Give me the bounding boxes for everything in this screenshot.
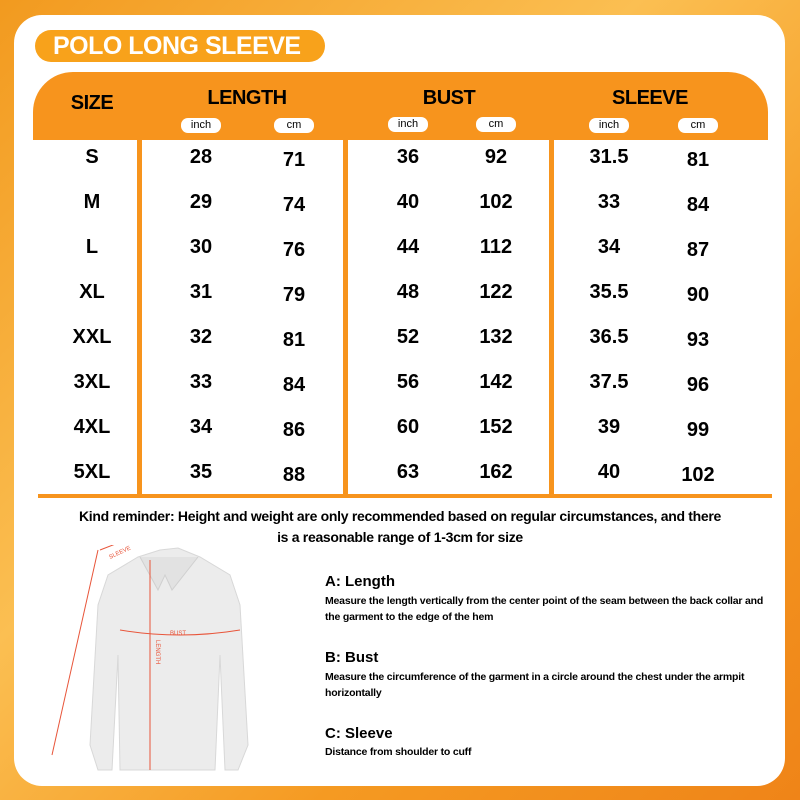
- value-cell-length-in: 30: [189, 236, 213, 258]
- column-divider: [549, 140, 554, 495]
- value-cell-length-cm: 84: [282, 374, 306, 396]
- column-divider: [137, 140, 142, 495]
- unit-cm: cm: [274, 118, 314, 133]
- desc-text-bust: Measure the circumference of the garment…: [325, 671, 745, 699]
- unit-cm: cm: [476, 117, 516, 132]
- value-cell-bust-in: 52: [396, 326, 420, 348]
- header-sleeve: SLEEVE: [612, 87, 688, 109]
- value-cell-sleeve-in: 37.5: [589, 371, 629, 393]
- shirt-diagram: SLEEVE BUST LENGTH: [51, 545, 249, 771]
- size-cell: XXL: [72, 326, 112, 348]
- unit-inch: inch: [388, 117, 428, 132]
- value-cell-bust-in: 48: [396, 281, 420, 303]
- value-cell-sleeve-cm: 102: [681, 464, 715, 486]
- header-length: LENGTH: [207, 87, 287, 109]
- size-cell: 3XL: [73, 371, 111, 393]
- bust-label: BUST: [170, 631, 186, 637]
- desc-title-sleeve: C: Sleeve: [325, 725, 393, 742]
- value-cell-bust-in: 44: [396, 236, 420, 258]
- value-cell-bust-in: 56: [396, 371, 420, 393]
- value-cell-sleeve-in: 34: [597, 236, 621, 258]
- value-cell-sleeve-in: 40: [597, 461, 621, 483]
- bust-measure-line: [119, 629, 241, 636]
- value-cell-length-in: 34: [189, 416, 213, 438]
- value-cell-sleeve-cm: 87: [686, 239, 710, 261]
- value-cell-length-cm: 88: [282, 464, 306, 486]
- value-cell-length-cm: 74: [282, 194, 306, 216]
- reminder-line-2: is a reasonable range of 1-3cm for size: [277, 529, 523, 545]
- value-cell-bust-cm: 162: [479, 461, 513, 483]
- value-cell-bust-cm: 142: [479, 371, 513, 393]
- value-cell-bust-in: 40: [396, 191, 420, 213]
- value-cell-sleeve-in: 33: [597, 191, 621, 213]
- sleeve-measure-line: [51, 549, 99, 756]
- value-cell-length-in: 29: [189, 191, 213, 213]
- shirt-shape: [89, 547, 249, 771]
- header-bust: BUST: [422, 87, 476, 109]
- value-cell-sleeve-in: 35.5: [589, 281, 629, 303]
- value-cell-length-cm: 79: [282, 284, 306, 306]
- sleeve-label: SLEEVE: [108, 546, 132, 561]
- column-divider: [343, 140, 348, 495]
- value-cell-length-cm: 71: [282, 149, 306, 171]
- desc-text-length: Measure the length vertically from the c…: [325, 595, 764, 623]
- collar: [139, 556, 199, 592]
- value-cell-bust-cm: 122: [479, 281, 513, 303]
- value-cell-sleeve-in: 39: [597, 416, 621, 438]
- size-cell: XL: [79, 281, 105, 303]
- header-size: SIZE: [70, 92, 114, 114]
- value-cell-length-cm: 76: [282, 239, 306, 261]
- size-cell: L: [85, 236, 99, 258]
- size-cell: 4XL: [73, 416, 111, 438]
- table-bottom-rule: [38, 494, 772, 498]
- desc-text-sleeve: Distance from shoulder to cuff: [325, 746, 472, 758]
- value-cell-sleeve-cm: 93: [686, 329, 710, 351]
- value-cell-sleeve-cm: 99: [686, 419, 710, 441]
- desc-title-bust: B: Bust: [325, 649, 379, 666]
- value-cell-bust-cm: 112: [479, 236, 513, 258]
- size-cell: S: [85, 146, 99, 168]
- value-cell-bust-cm: 102: [479, 191, 513, 213]
- value-cell-length-in: 33: [189, 371, 213, 393]
- value-cell-bust-cm: 152: [479, 416, 513, 438]
- value-cell-sleeve-cm: 84: [686, 194, 710, 216]
- value-cell-bust-in: 60: [396, 416, 420, 438]
- size-cell: 5XL: [73, 461, 111, 483]
- value-cell-bust-in: 63: [396, 461, 420, 483]
- unit-inch: inch: [589, 118, 629, 133]
- size-cell: M: [83, 191, 101, 213]
- value-cell-length-in: 28: [189, 146, 213, 168]
- value-cell-length-cm: 81: [282, 329, 306, 351]
- unit-cm: cm: [678, 118, 718, 133]
- value-cell-length-in: 35: [189, 461, 213, 483]
- value-cell-bust-in: 36: [396, 146, 420, 168]
- value-cell-sleeve-in: 31.5: [589, 146, 629, 168]
- sleeve-measure-line: [99, 545, 115, 551]
- title-banner: POLO LONG SLEEVE: [35, 30, 325, 62]
- value-cell-sleeve-in: 36.5: [589, 326, 629, 348]
- value-cell-length-in: 32: [189, 326, 213, 348]
- value-cell-bust-cm: 92: [484, 146, 508, 168]
- value-cell-sleeve-cm: 90: [686, 284, 710, 306]
- desc-title-length: A: Length: [325, 573, 395, 590]
- value-cell-bust-cm: 132: [479, 326, 513, 348]
- value-cell-sleeve-cm: 96: [686, 374, 710, 396]
- value-cell-length-cm: 86: [282, 419, 306, 441]
- value-cell-sleeve-cm: 81: [686, 149, 710, 171]
- unit-inch: inch: [181, 118, 221, 133]
- reminder-line-1: Kind reminder: Height and weight are onl…: [78, 508, 722, 524]
- value-cell-length-in: 31: [189, 281, 213, 303]
- length-label: LENGTH: [154, 640, 160, 664]
